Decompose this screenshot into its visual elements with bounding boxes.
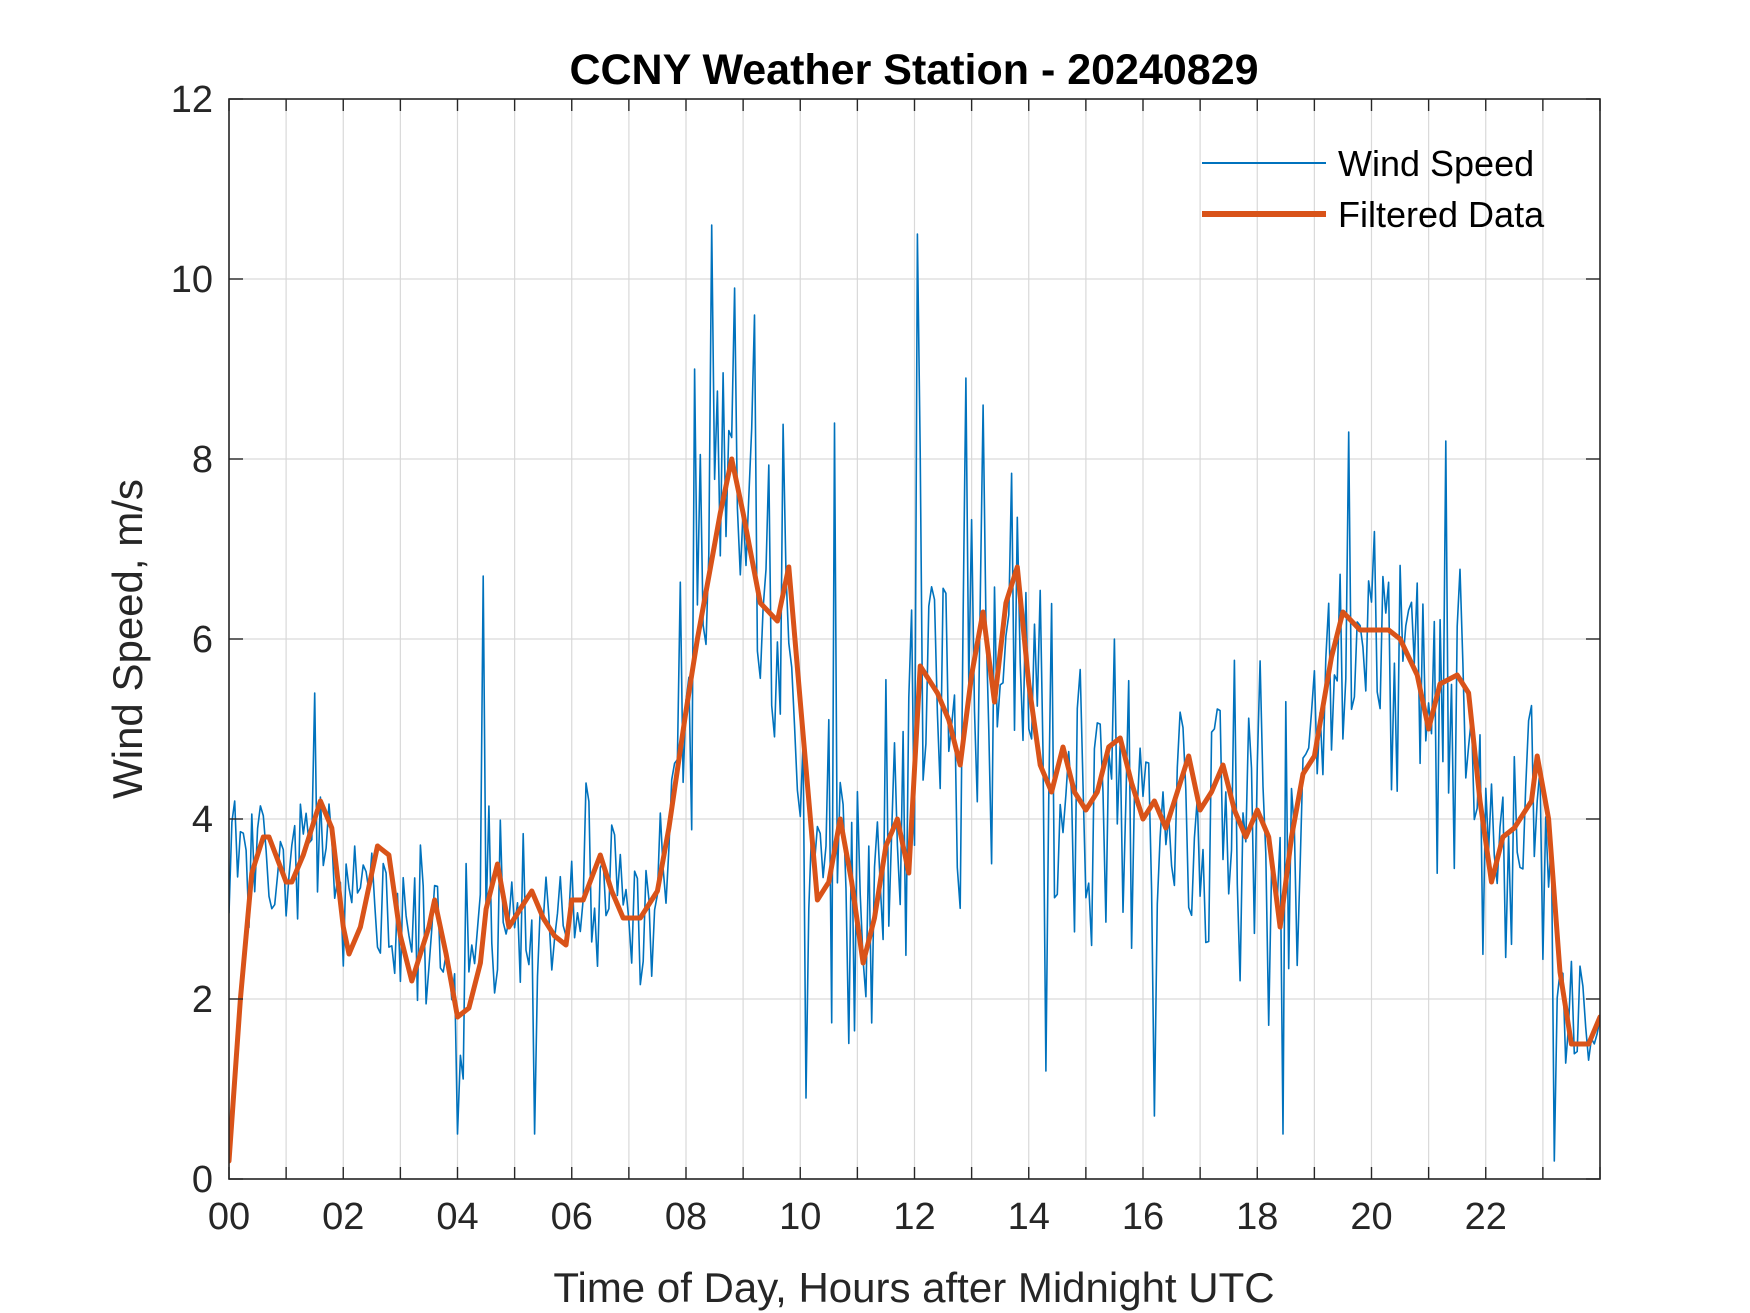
x-tick-label: 20 [1350, 1196, 1392, 1238]
y-axis-title: Wind Speed, m/s [104, 479, 151, 799]
y-tick-label: 6 [192, 619, 213, 661]
legend: Wind Speed Filtered Data [1202, 143, 1545, 235]
y-tick-label: 10 [171, 259, 213, 301]
x-tick-label: 12 [893, 1196, 935, 1238]
x-tick-label: 14 [1008, 1196, 1050, 1238]
y-tick-label: 2 [192, 979, 213, 1021]
x-tick-label: 22 [1465, 1196, 1507, 1238]
axes [228, 98, 1601, 1180]
grid-lines [228, 98, 1600, 1180]
series-layer [229, 224, 1600, 1164]
x-axis-title: Time of Day, Hours after Midnight UTC [553, 1264, 1274, 1311]
y-tick-label: 12 [171, 79, 213, 121]
y-tick-label: 4 [192, 799, 213, 841]
x-tick-label: 08 [665, 1196, 707, 1238]
x-tick-label: 16 [1122, 1196, 1164, 1238]
y-tick-label: 8 [192, 439, 213, 481]
x-tick-label: 00 [208, 1196, 250, 1238]
x-tick-label: 04 [436, 1196, 478, 1238]
x-tick-label: 06 [551, 1196, 593, 1238]
legend-label-wind-speed: Wind Speed [1338, 143, 1534, 184]
x-tick-label: 02 [322, 1196, 364, 1238]
series-line-filtered-data [229, 456, 1600, 1164]
x-tick-label: 18 [1236, 1196, 1278, 1238]
chart-title: CCNY Weather Station - 20240829 [569, 46, 1258, 94]
series-line-wind-speed [229, 224, 1600, 1162]
legend-label-filtered-data: Filtered Data [1338, 194, 1545, 235]
y-tick-label: 0 [192, 1159, 213, 1201]
x-tick-label: 10 [779, 1196, 821, 1238]
